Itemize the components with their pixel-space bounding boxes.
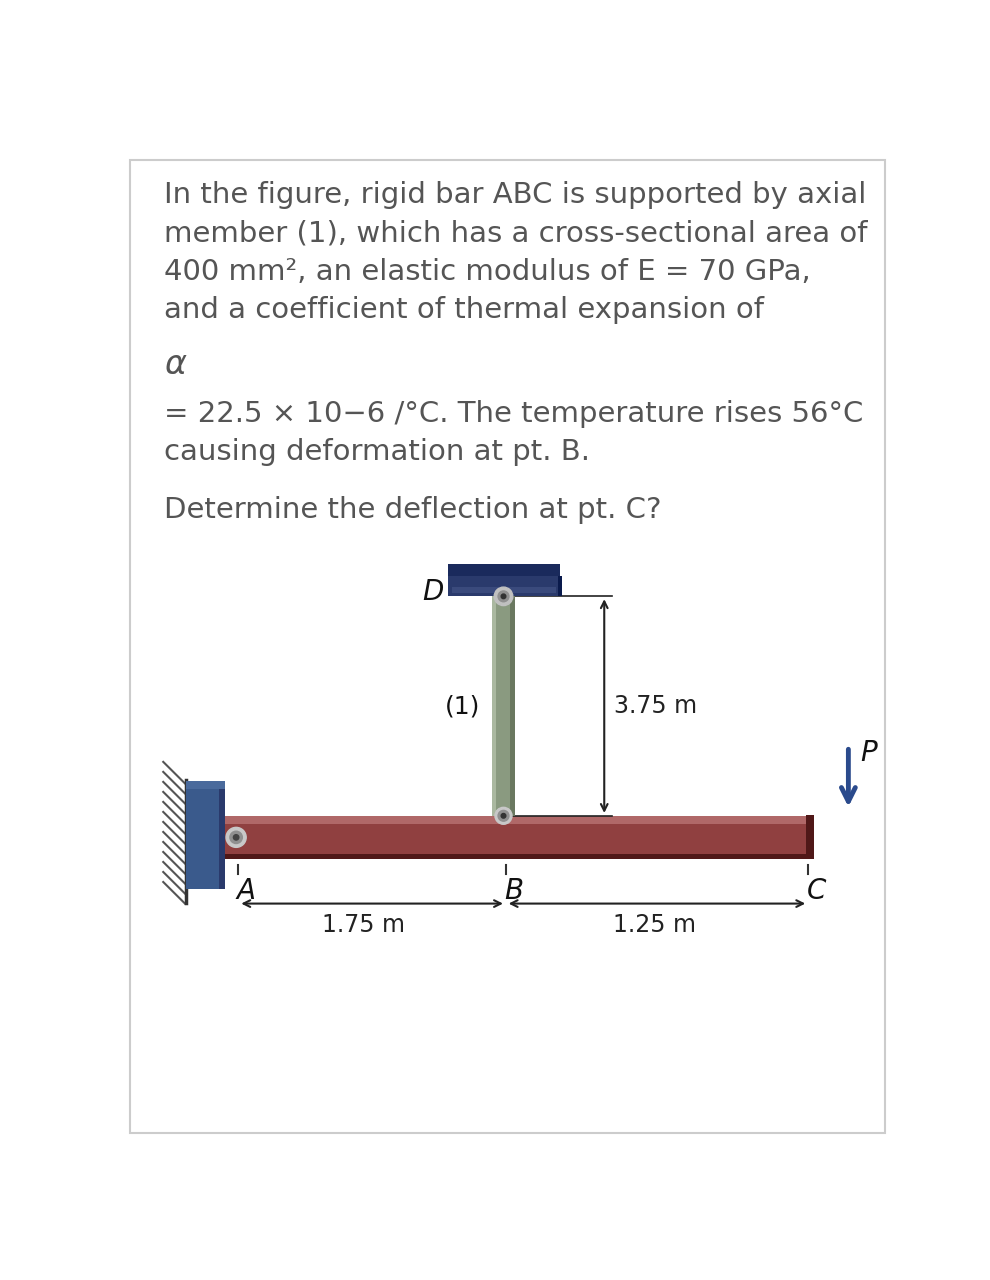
Text: (1): (1) [445, 695, 480, 718]
Text: member (1), which has a cross-sectional area of: member (1), which has a cross-sectional … [164, 219, 867, 247]
FancyBboxPatch shape [806, 815, 814, 859]
Text: 1.75 m: 1.75 m [323, 913, 406, 937]
Circle shape [494, 588, 513, 605]
Circle shape [234, 835, 239, 840]
FancyBboxPatch shape [451, 588, 556, 593]
Circle shape [498, 591, 509, 602]
Text: causing deformation at pt. B.: causing deformation at pt. B. [164, 439, 590, 466]
Text: P: P [860, 739, 877, 767]
FancyBboxPatch shape [492, 596, 515, 815]
Circle shape [501, 814, 506, 818]
FancyBboxPatch shape [225, 854, 806, 859]
Text: Determine the deflection at pt. C?: Determine the deflection at pt. C? [164, 497, 661, 525]
Text: 3.75 m: 3.75 m [614, 694, 697, 718]
FancyBboxPatch shape [492, 596, 496, 815]
Text: = 22.5 × 10−6 /°C. The temperature rises 56°C: = 22.5 × 10−6 /°C. The temperature rises… [164, 399, 863, 428]
Circle shape [495, 808, 512, 824]
Text: and a coefficient of thermal expansion of: and a coefficient of thermal expansion o… [164, 296, 764, 324]
Circle shape [501, 594, 506, 599]
FancyBboxPatch shape [225, 823, 806, 854]
FancyBboxPatch shape [219, 788, 225, 888]
Text: 1.25 m: 1.25 m [613, 913, 696, 937]
Text: In the figure, rigid bar ABC is supported by axial: In the figure, rigid bar ABC is supporte… [164, 180, 866, 209]
FancyBboxPatch shape [130, 160, 885, 1133]
FancyBboxPatch shape [186, 788, 225, 888]
Text: C: C [807, 877, 826, 905]
FancyBboxPatch shape [447, 564, 560, 576]
FancyBboxPatch shape [511, 596, 515, 815]
Text: A: A [237, 877, 255, 905]
FancyBboxPatch shape [225, 815, 806, 823]
Circle shape [226, 827, 247, 847]
Text: B: B [504, 877, 524, 905]
Circle shape [230, 831, 243, 844]
Text: α: α [164, 348, 186, 381]
Text: 400 mm², an elastic modulus of E = 70 GPa,: 400 mm², an elastic modulus of E = 70 GP… [164, 257, 811, 285]
FancyBboxPatch shape [186, 781, 225, 788]
FancyBboxPatch shape [447, 576, 560, 596]
Circle shape [498, 810, 509, 822]
FancyBboxPatch shape [557, 576, 561, 596]
Text: D: D [423, 579, 444, 607]
